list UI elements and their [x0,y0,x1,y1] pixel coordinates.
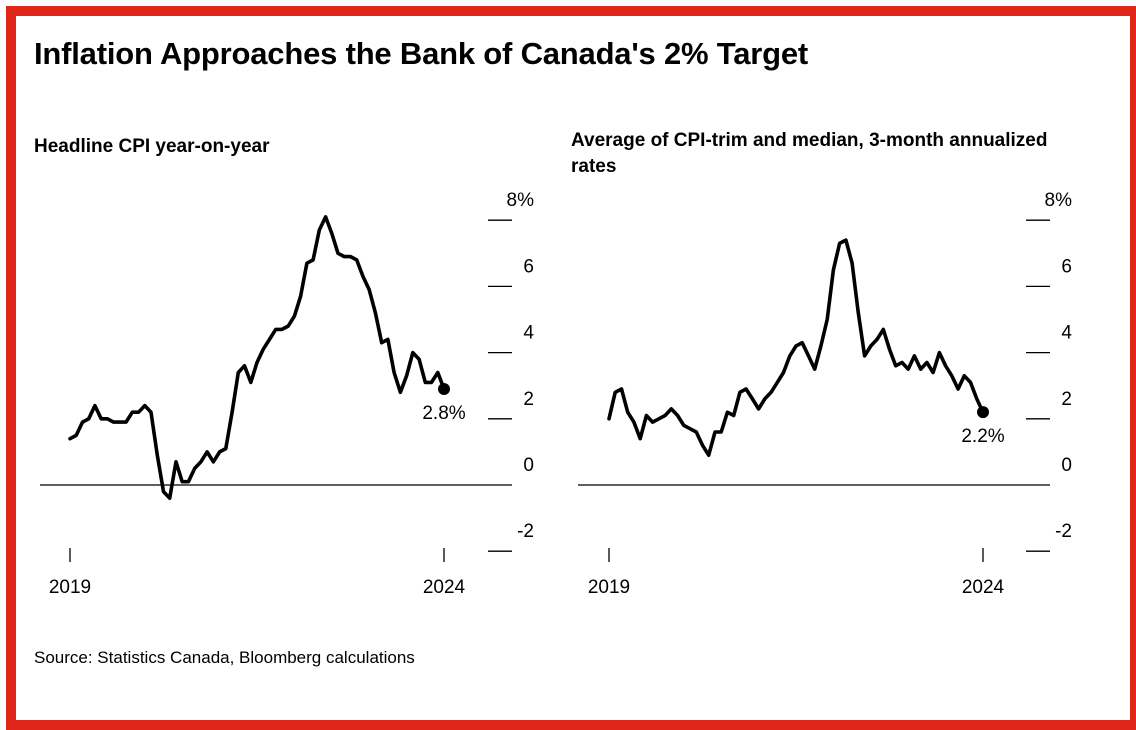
series-line [607,238,985,458]
y-tick-label: 2 [1061,389,1072,410]
y-tick-label: -2 [517,521,534,542]
x-tick-label: 2024 [962,577,1005,598]
right-panel-title: Average of CPI-trim and median, 3-month … [571,130,1048,177]
y-tick-label: 6 [1061,256,1072,277]
y-tick-label: 4 [1061,323,1072,344]
end-point-marker [977,406,989,419]
y-tick-label: 0 [523,455,534,476]
x-tick-label: 2019 [588,577,630,598]
end-value-label: 2.8% [422,403,465,424]
source-note: Source: Statistics Canada, Bloomberg cal… [34,648,415,667]
left-panel-title: Headline CPI year-on-year [34,136,270,157]
end-value-label: 2.2% [961,426,1004,447]
y-tick-label: 4 [523,323,534,344]
y-tick-label: 8% [1045,190,1073,211]
y-tick-label: 6 [523,256,534,277]
series-line [68,215,446,501]
y-tick-label: -2 [1055,521,1072,542]
end-point-marker [438,383,450,396]
y-tick-label: 2 [523,389,534,410]
y-tick-label: 8% [507,190,535,211]
x-tick-label: 2024 [423,577,466,598]
plot-area: 8% 6 4 2 0 -2 2019 2024 2.8% [40,190,534,598]
page-title: Inflation Approaches the Bank of Canada'… [34,36,809,71]
y-tick-label: 0 [1061,455,1072,476]
plot-area: 8% 6 4 2 0 -2 2019 2024 2.2% [578,190,1072,598]
x-tick-label: 2019 [49,577,91,598]
